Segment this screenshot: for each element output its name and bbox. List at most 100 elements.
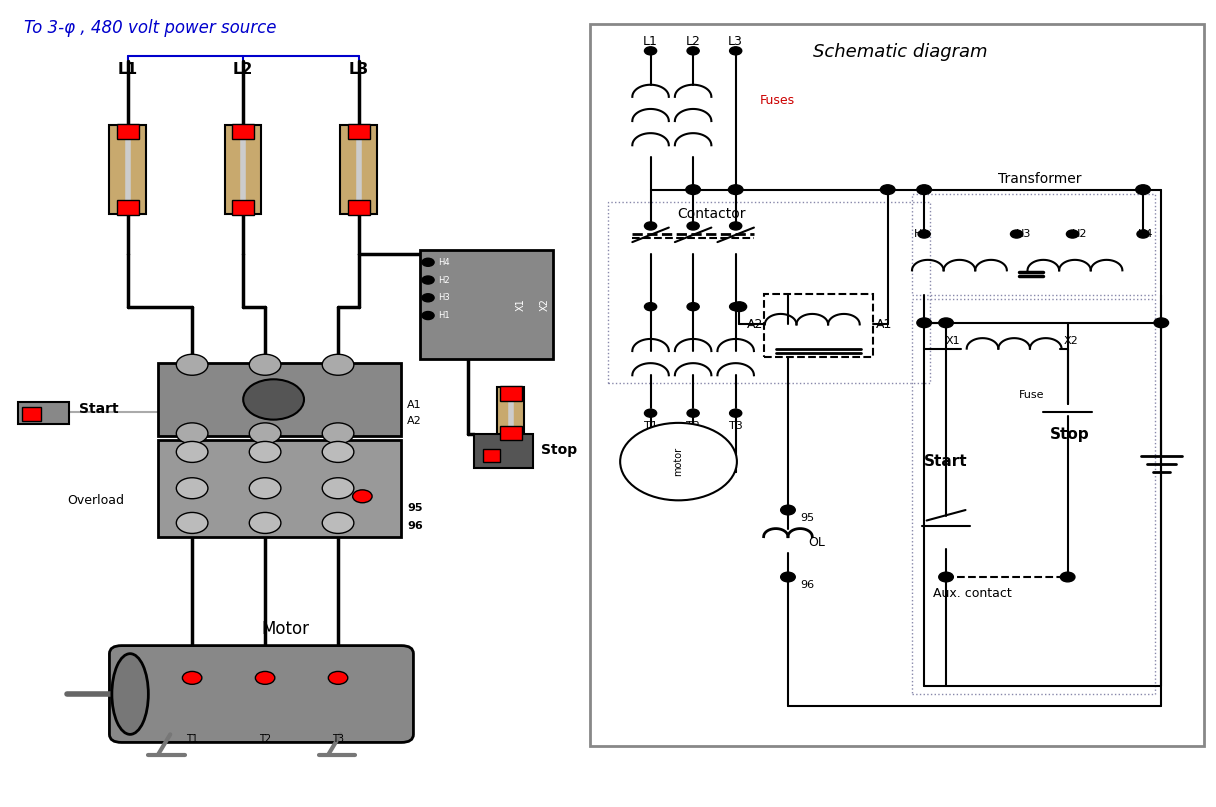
Text: L2: L2: [233, 61, 253, 77]
FancyBboxPatch shape: [158, 440, 401, 537]
Text: Fuses: Fuses: [760, 94, 795, 107]
Text: X1: X1: [946, 336, 961, 345]
Text: H4: H4: [1138, 229, 1153, 239]
Text: T1: T1: [186, 734, 198, 744]
Text: T3: T3: [728, 421, 743, 431]
Text: T3: T3: [332, 734, 344, 744]
Text: H2: H2: [438, 275, 450, 285]
Circle shape: [249, 354, 281, 375]
Text: 96: 96: [407, 521, 423, 531]
Text: L1: L1: [118, 61, 137, 77]
Circle shape: [644, 222, 657, 230]
Circle shape: [939, 318, 953, 328]
Circle shape: [918, 230, 930, 238]
Circle shape: [249, 478, 281, 499]
Text: H1: H1: [914, 229, 929, 239]
Circle shape: [243, 379, 304, 420]
Text: A1: A1: [407, 400, 422, 410]
Circle shape: [182, 671, 202, 684]
FancyBboxPatch shape: [420, 250, 553, 359]
Text: 95: 95: [800, 513, 815, 523]
Text: A1: A1: [876, 318, 891, 331]
Text: To 3-φ , 480 volt power source: To 3-φ , 480 volt power source: [24, 19, 277, 37]
Ellipse shape: [112, 654, 148, 734]
Text: L3: L3: [728, 36, 743, 48]
Circle shape: [322, 354, 354, 375]
Circle shape: [939, 572, 953, 582]
Text: T1: T1: [643, 421, 658, 431]
Text: Fuse: Fuse: [1019, 391, 1043, 400]
Text: Schematic diagram: Schematic diagram: [812, 44, 987, 61]
Circle shape: [176, 423, 208, 444]
Text: Aux. contact: Aux. contact: [934, 587, 1012, 600]
Circle shape: [1066, 230, 1079, 238]
Circle shape: [781, 505, 795, 515]
FancyBboxPatch shape: [497, 387, 524, 439]
FancyBboxPatch shape: [225, 125, 261, 214]
FancyBboxPatch shape: [109, 125, 146, 214]
Text: 95: 95: [407, 504, 423, 513]
Circle shape: [176, 441, 208, 462]
Circle shape: [322, 423, 354, 444]
Circle shape: [644, 47, 657, 55]
Circle shape: [917, 318, 931, 328]
Circle shape: [249, 441, 281, 462]
FancyBboxPatch shape: [109, 646, 413, 742]
Circle shape: [730, 222, 742, 230]
Text: Stop: Stop: [541, 443, 578, 458]
Text: H3: H3: [438, 293, 450, 303]
Circle shape: [422, 294, 434, 302]
Text: T2: T2: [259, 734, 271, 744]
FancyBboxPatch shape: [18, 402, 69, 424]
Text: motor: motor: [674, 447, 683, 476]
Circle shape: [255, 671, 275, 684]
FancyBboxPatch shape: [483, 449, 500, 462]
Text: Stop: Stop: [1051, 427, 1090, 441]
Text: L2: L2: [686, 36, 700, 48]
Circle shape: [176, 354, 208, 375]
FancyBboxPatch shape: [590, 24, 1204, 746]
Text: T2: T2: [686, 421, 700, 431]
Text: 96: 96: [800, 580, 815, 590]
Circle shape: [176, 478, 208, 499]
Circle shape: [687, 409, 699, 417]
Circle shape: [732, 302, 747, 312]
Circle shape: [781, 572, 795, 582]
Text: A2: A2: [748, 318, 764, 331]
FancyBboxPatch shape: [500, 426, 522, 441]
Text: Start: Start: [79, 402, 119, 416]
FancyBboxPatch shape: [232, 200, 254, 215]
Circle shape: [422, 312, 434, 320]
Circle shape: [728, 185, 743, 194]
Circle shape: [328, 671, 348, 684]
Text: Overload: Overload: [67, 494, 124, 507]
Circle shape: [880, 185, 895, 194]
Circle shape: [322, 441, 354, 462]
FancyBboxPatch shape: [348, 124, 370, 139]
Circle shape: [1136, 185, 1150, 194]
Circle shape: [644, 303, 657, 311]
Text: Start: Start: [924, 454, 968, 469]
Circle shape: [422, 276, 434, 284]
Text: H4: H4: [438, 257, 450, 267]
Text: H2: H2: [1073, 229, 1087, 239]
Circle shape: [176, 512, 208, 533]
Text: H3: H3: [1017, 229, 1031, 239]
Text: X2: X2: [540, 299, 550, 312]
Circle shape: [1154, 318, 1169, 328]
Text: Motor: Motor: [261, 621, 310, 638]
Circle shape: [730, 47, 742, 55]
Circle shape: [687, 222, 699, 230]
Circle shape: [422, 258, 434, 266]
FancyBboxPatch shape: [22, 407, 41, 421]
Circle shape: [730, 409, 742, 417]
Text: A2: A2: [407, 416, 422, 426]
Circle shape: [249, 512, 281, 533]
FancyBboxPatch shape: [474, 434, 533, 468]
Text: H1: H1: [438, 311, 450, 320]
FancyBboxPatch shape: [117, 124, 139, 139]
Circle shape: [322, 478, 354, 499]
Circle shape: [620, 423, 737, 500]
FancyBboxPatch shape: [348, 200, 370, 215]
FancyBboxPatch shape: [340, 125, 377, 214]
